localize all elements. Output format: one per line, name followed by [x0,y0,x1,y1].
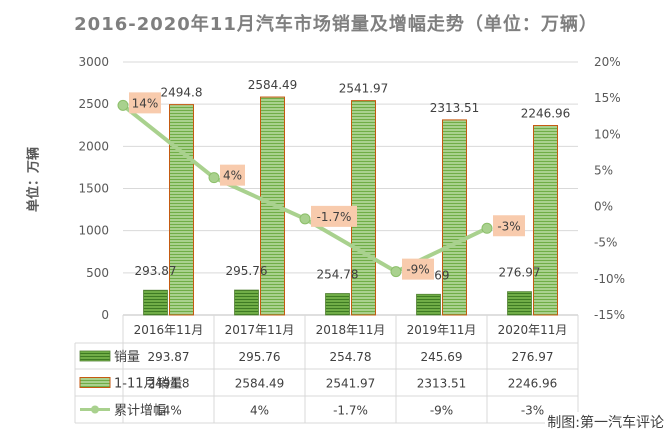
y2-tick-label: 15% [594,91,621,105]
table-cell: 2541.97 [326,377,376,391]
growth-label: 4% [223,169,242,183]
growth-label: -1.7% [317,210,352,224]
growth-label: -9% [406,263,429,277]
x-category-label: 2017年11月 [225,323,295,337]
table-cell: 276.97 [512,350,554,364]
table-cell: 2246.96 [508,377,558,391]
y-tick-label: 500 [86,266,109,280]
growth-point [208,172,220,184]
y2-tick-label: 10% [594,127,621,141]
y-tick-label: 0 [101,308,109,322]
growth-label-box [311,205,357,227]
bar-cumulative-label: 2584.49 [248,78,298,92]
bar-cumulative [442,119,467,316]
y-tick-label: 2500 [78,97,109,111]
y2-tick-label: -15% [594,308,625,322]
bar-cumulative-label: 2494.8 [161,86,203,100]
bar-cumulative [533,125,558,316]
bar-sales [143,289,168,316]
bar-sales-label: 295.76 [226,264,268,278]
table-cell: 293.87 [148,350,190,364]
x-category-label: 2018年11月 [316,323,386,337]
y-tick-label: 1500 [78,182,109,196]
growth-point [481,222,493,234]
x-category-label: 2016年11月 [134,323,204,337]
table-cell: -9% [430,404,453,418]
table-cell: -1.7% [333,404,368,418]
table-cell: 245.69 [421,350,463,364]
bar-sales-label: 293.87 [135,264,177,278]
credit-text: 制图:第一汽车评论 [545,412,666,432]
legend-label: 累计增幅 [114,404,166,419]
bar-sales [325,293,350,316]
y-tick-label: 1000 [78,224,109,238]
growth-label: 14% [132,96,159,110]
y2-tick-label: -10% [594,272,625,286]
y2-tick-label: 20% [594,55,621,69]
chart-title: 2016-2020年11月汽车市场销量及增幅走势（单位：万辆） [74,14,598,35]
growth-label-box [493,215,525,237]
growth-point [117,99,129,111]
y-tick-label: 3000 [78,55,109,69]
y2-tick-label: 0% [594,200,613,214]
legend-label: 1-11月销量 [114,377,183,392]
growth-label-box [129,92,161,114]
legend-swatch-growth-dot [91,405,99,414]
bar-sales-label: 276.97 [499,266,541,280]
bar-cumulative-label: 2246.96 [521,107,571,121]
bar-cumulative-label: 2541.97 [339,82,389,96]
table-cell: 14% [155,404,182,418]
bar-sales-label: 254.78 [317,268,359,282]
growth-point [390,266,402,278]
table-cell: 2494.8 [148,377,190,391]
table-cell: -3% [521,404,544,418]
table-cell: 4% [250,404,269,418]
growth-label-box [402,258,434,280]
table-cell: 295.76 [239,350,281,364]
legend-label: 销量 [114,350,140,365]
y2-tick-label: 5% [594,163,613,177]
table-cell: 2584.49 [235,377,285,391]
table-cell: 2313.51 [417,377,467,391]
y-tick-label: 2000 [78,139,109,153]
bar-sales [507,291,532,316]
x-category-label: 2019年11月 [407,323,477,337]
growth-label: -3% [497,219,520,233]
legend-swatch-cumulative [79,377,111,388]
growth-point [299,213,311,225]
x-category-label: 2020年11月 [498,323,568,337]
bar-sales [234,289,259,316]
legend-swatch-sales [79,350,111,362]
bar-cumulative [169,104,194,316]
bar-sales [416,293,441,316]
table-cell: 254.78 [330,350,372,364]
y2-tick-label: -5% [594,236,617,250]
bar-cumulative-label: 2313.51 [430,101,480,115]
growth-label-box [220,164,245,186]
